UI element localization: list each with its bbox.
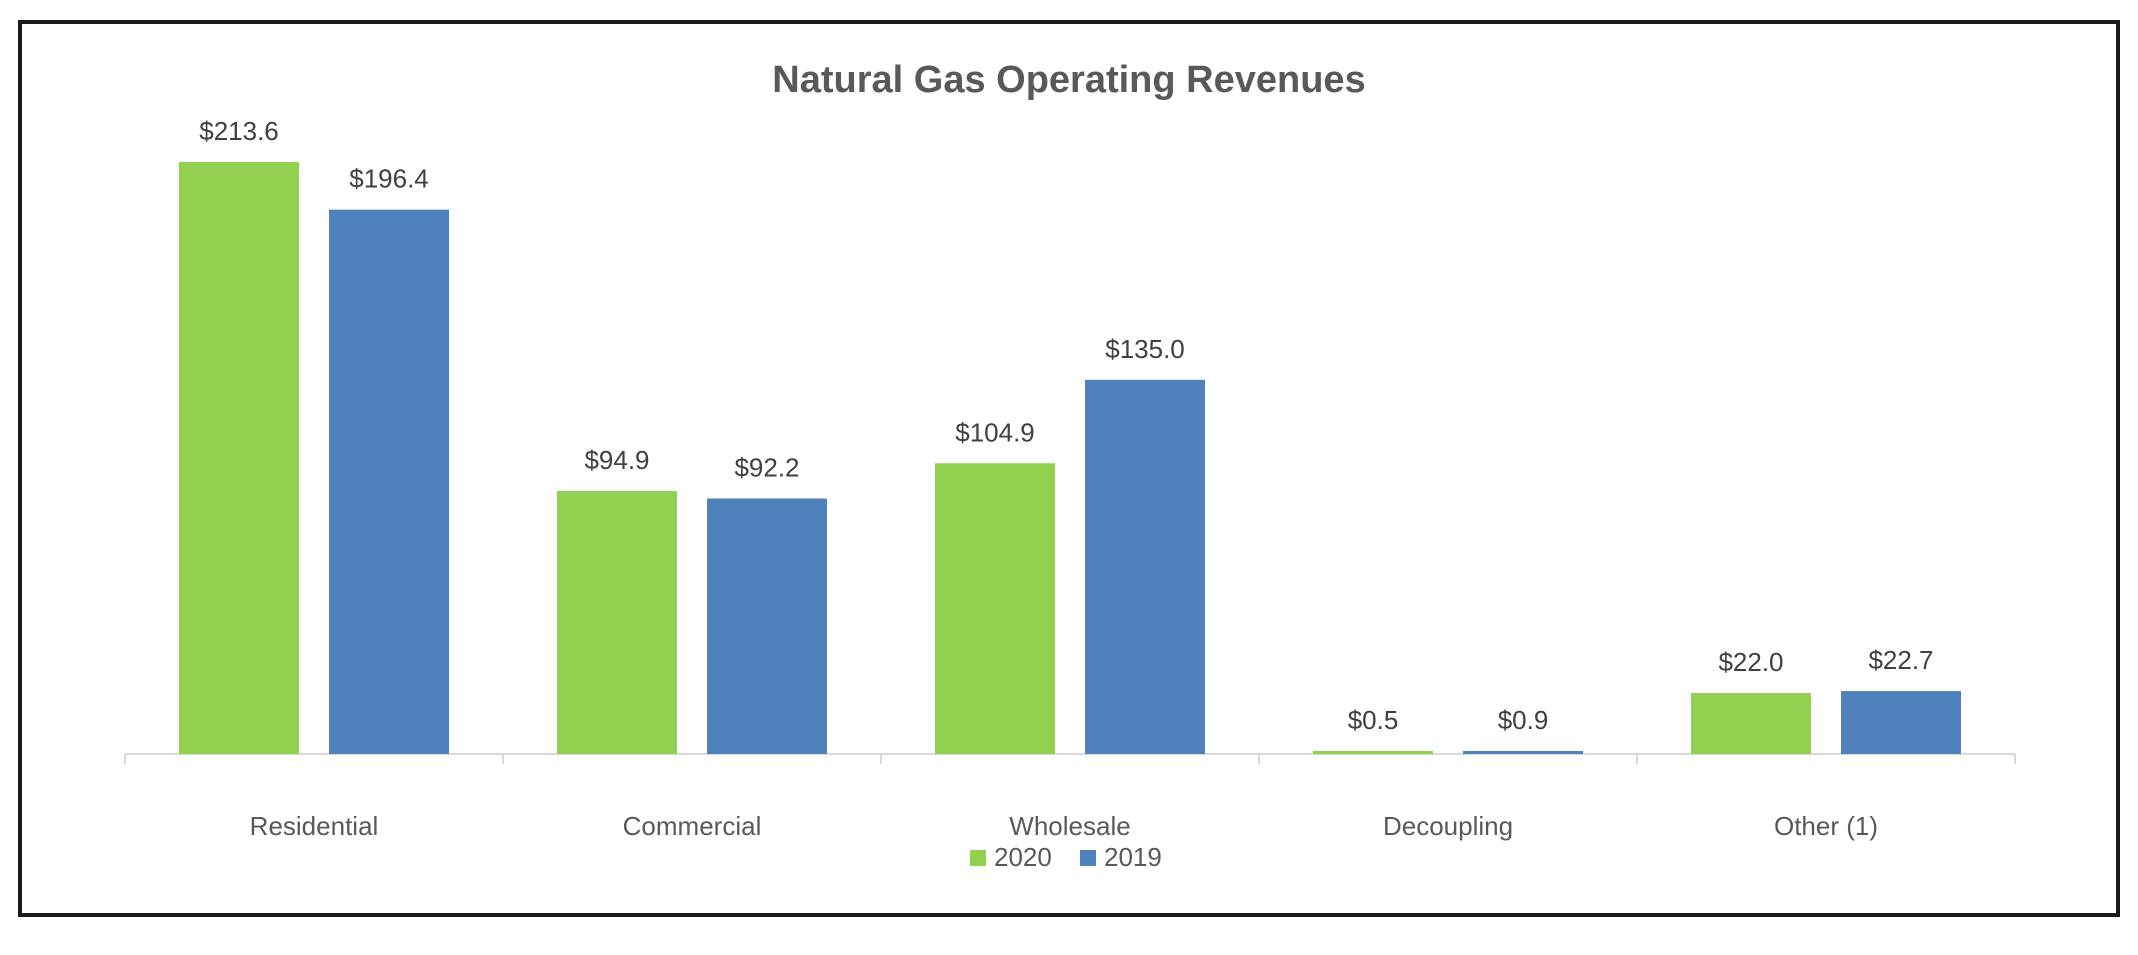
category-labels-group: Residential Commercial Wholesale Decoupling… — [250, 811, 1878, 841]
data-label-commercial-2019: $92.2 — [734, 452, 799, 482]
category-label-commercial: Commercial — [623, 811, 762, 841]
bar-decoupling-2020 — [1313, 751, 1433, 754]
bar-wholesale-2020 — [935, 463, 1055, 754]
data-label-residential-2019: $196.4 — [349, 164, 429, 194]
legend: 2020 2019 — [970, 842, 1162, 872]
legend-swatch-2020 — [970, 850, 986, 866]
legend-label-2019: 2019 — [1104, 842, 1162, 872]
category-label-wholesale: Wholesale — [1009, 811, 1130, 841]
category-label-other-1: Other (1) — [1774, 811, 1878, 841]
category-label-decoupling: Decoupling — [1383, 811, 1513, 841]
data-label-decoupling-2020: $0.5 — [1348, 705, 1399, 735]
data-label-other-1-2020: $22.0 — [1718, 647, 1783, 677]
bar-wholesale-2019 — [1085, 379, 1205, 754]
legend-swatch-2019 — [1080, 850, 1096, 866]
bar-residential-2019 — [329, 209, 449, 754]
data-labels-group: $213.6 $196.4 $94.9 $92.2 $104.9 $135.0 $0.5 $0… — [199, 116, 1933, 735]
x-axis-ticks — [124, 754, 2016, 764]
data-label-wholesale-2020: $104.9 — [955, 417, 1035, 447]
data-label-commercial-2020: $94.9 — [584, 445, 649, 475]
bar-commercial-2019 — [707, 498, 827, 754]
data-label-residential-2020: $213.6 — [199, 116, 279, 146]
bar-residential-2020 — [179, 162, 299, 754]
bar-commercial-2020 — [557, 490, 677, 754]
category-label-residential: Residential — [250, 811, 379, 841]
bar-other-1-2019 — [1841, 691, 1961, 754]
legend-label-2020: 2020 — [994, 842, 1052, 872]
chart-title: Natural Gas Operating Revenues — [772, 59, 1365, 101]
data-label-decoupling-2019: $0.9 — [1498, 705, 1549, 735]
data-label-wholesale-2019: $135.0 — [1105, 334, 1185, 364]
bar-other-1-2020 — [1691, 693, 1811, 754]
data-label-other-1-2019: $22.7 — [1868, 645, 1933, 675]
bar-decoupling-2019 — [1463, 751, 1583, 754]
bars-group — [179, 162, 1961, 754]
